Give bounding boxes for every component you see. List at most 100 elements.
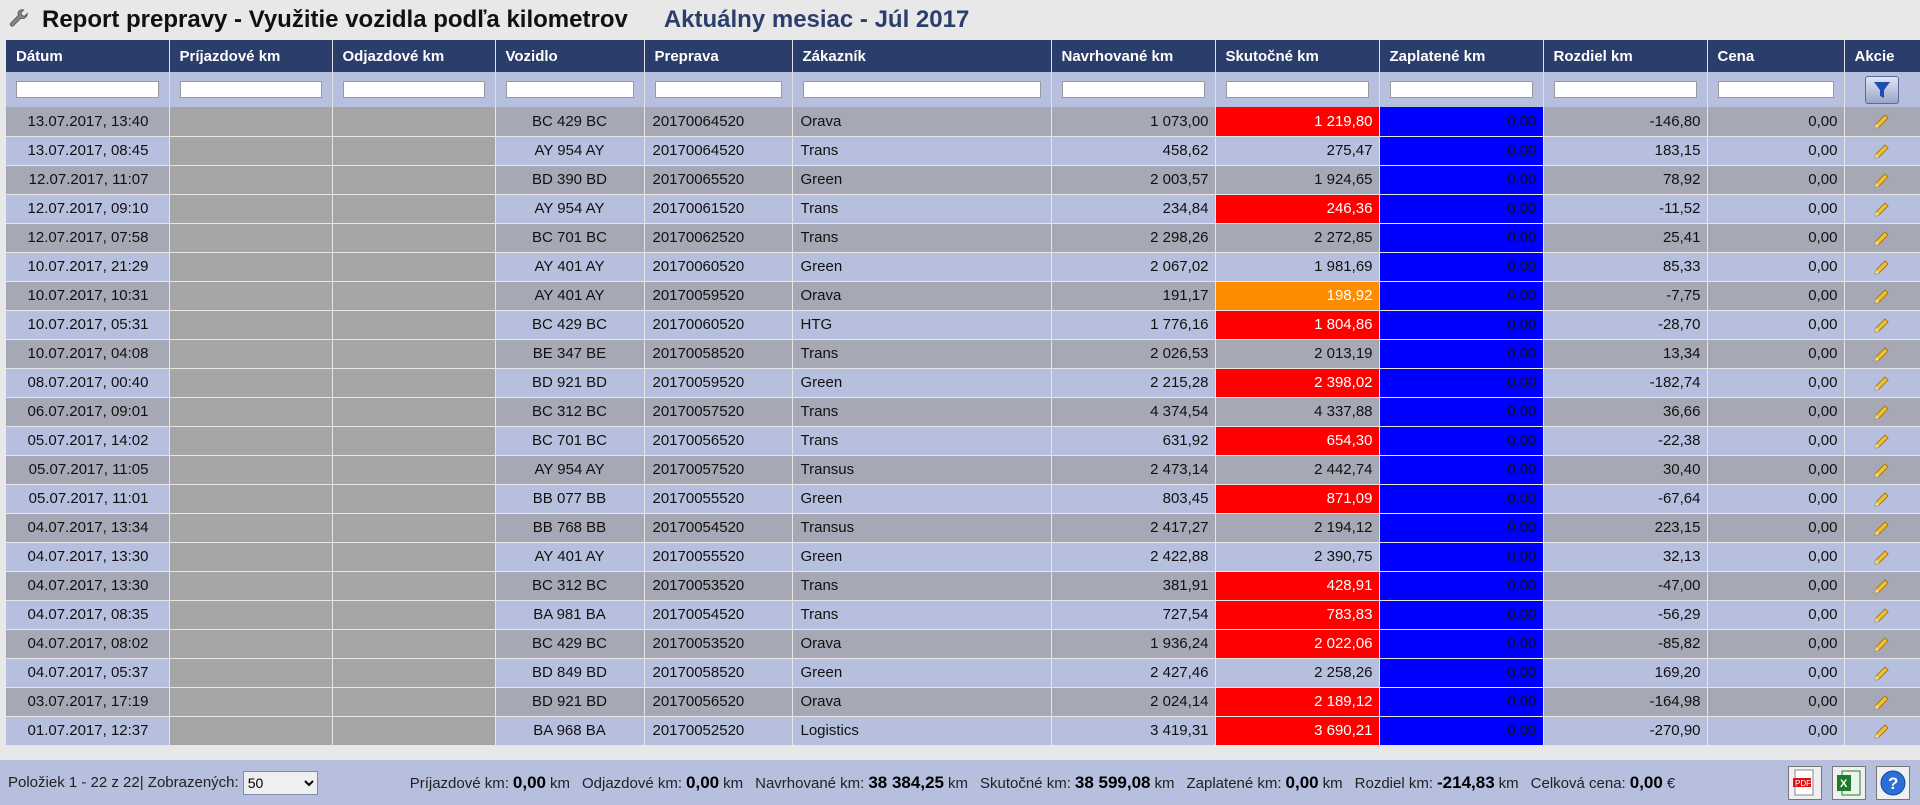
- table-row[interactable]: 10.07.2017, 04:08 BE 347 BE 20170058520 Tra…: [6, 339, 1920, 369]
- cell-vehicle: BC 429 BC: [495, 310, 645, 340]
- filter-input[interactable]: [179, 80, 322, 98]
- cell-arrival-km: [169, 426, 333, 456]
- excel-export-icon[interactable]: X: [1832, 766, 1866, 800]
- column-header[interactable]: Odjazdové km: [332, 40, 496, 72]
- filter-input[interactable]: [1553, 80, 1697, 98]
- cell-departure-km: [332, 629, 496, 659]
- table-row[interactable]: 04.07.2017, 13:34 BB 768 BB 20170054520 Tra…: [6, 513, 1920, 543]
- column-header[interactable]: Preprava: [644, 40, 793, 72]
- cell-actual-km: 2 013,19: [1215, 339, 1380, 369]
- table-row[interactable]: 12.07.2017, 11:07 BD 390 BD 20170065520 Gre…: [6, 165, 1920, 195]
- pencil-edit-icon[interactable]: [1872, 576, 1892, 596]
- help-icon[interactable]: ?: [1876, 766, 1910, 800]
- table-row[interactable]: 13.07.2017, 08:45 AY 954 AY 20170064520 Tra…: [6, 136, 1920, 166]
- cell-vehicle: BB 077 BB: [495, 484, 645, 514]
- table-row[interactable]: 10.07.2017, 10:31 AY 401 AY 20170059520 Ora…: [6, 281, 1920, 311]
- pencil-edit-icon[interactable]: [1872, 199, 1892, 219]
- table-row[interactable]: 06.07.2017, 09:01 BC 312 BC 20170057520 Tra…: [6, 397, 1920, 427]
- pencil-edit-icon[interactable]: [1872, 344, 1892, 364]
- table-row[interactable]: 12.07.2017, 09:10 AY 954 AY 20170061520 Tra…: [6, 194, 1920, 224]
- filter-input[interactable]: [802, 80, 1041, 98]
- pencil-edit-icon[interactable]: [1872, 431, 1892, 451]
- filter-input[interactable]: [1717, 80, 1834, 98]
- cell-proposed-km: 2 003,57: [1051, 165, 1216, 195]
- cell-arrival-km: [169, 484, 333, 514]
- cell-vehicle: AY 954 AY: [495, 194, 645, 224]
- pencil-edit-icon[interactable]: [1872, 402, 1892, 422]
- table-row[interactable]: 04.07.2017, 05:37 BD 849 BD 20170058520 Gre…: [6, 658, 1920, 688]
- column-header[interactable]: Dátum: [6, 40, 170, 72]
- filter-input[interactable]: [654, 80, 782, 98]
- table-row[interactable]: 05.07.2017, 11:05 AY 954 AY 20170057520 Tra…: [6, 455, 1920, 485]
- pencil-edit-icon[interactable]: [1872, 111, 1892, 131]
- table-row[interactable]: 05.07.2017, 11:01 BB 077 BB 20170055520 Gre…: [6, 484, 1920, 514]
- cell-actual-km: 1 219,80: [1215, 107, 1380, 137]
- pencil-edit-icon[interactable]: [1872, 257, 1892, 277]
- cell-transport: 20170055520: [644, 484, 793, 514]
- cell-transport: 20170057520: [644, 455, 793, 485]
- column-header[interactable]: Cena: [1707, 40, 1845, 72]
- filter-input[interactable]: [1225, 80, 1369, 98]
- pencil-edit-icon[interactable]: [1872, 634, 1892, 654]
- cell-customer: Green: [792, 165, 1052, 195]
- cell-actual-km: 654,30: [1215, 426, 1380, 456]
- column-header[interactable]: Navrhované km: [1051, 40, 1216, 72]
- cell-price: 0,00: [1707, 310, 1845, 340]
- cell-actual-km: 428,91: [1215, 571, 1380, 601]
- cell-date: 12.07.2017, 11:07: [6, 165, 170, 195]
- table-row[interactable]: 13.07.2017, 13:40 BC 429 BC 20170064520 Ora…: [6, 107, 1920, 137]
- table-row[interactable]: 10.07.2017, 21:29 AY 401 AY 20170060520 Gre…: [6, 252, 1920, 282]
- cell-date: 13.07.2017, 13:40: [6, 107, 170, 137]
- table-row[interactable]: 05.07.2017, 14:02 BC 701 BC 20170056520 Tra…: [6, 426, 1920, 456]
- table-row[interactable]: 04.07.2017, 13:30 AY 401 AY 20170055520 Gre…: [6, 542, 1920, 572]
- filter-input[interactable]: [1061, 80, 1205, 98]
- column-header[interactable]: Akcie: [1844, 40, 1920, 72]
- table-row[interactable]: 04.07.2017, 08:02 BC 429 BC 20170053520 Ora…: [6, 629, 1920, 659]
- pencil-edit-icon[interactable]: [1872, 518, 1892, 538]
- table-row[interactable]: 04.07.2017, 08:35 BA 981 BA 20170054520 Tra…: [6, 600, 1920, 630]
- column-header[interactable]: Skutočné km: [1215, 40, 1380, 72]
- cell-date: 04.07.2017, 08:02: [6, 629, 170, 659]
- pencil-edit-icon[interactable]: [1872, 721, 1892, 741]
- period-label: Aktuálny mesiac - Júl 2017: [663, 6, 970, 33]
- pencil-edit-icon[interactable]: [1872, 228, 1892, 248]
- filter-input[interactable]: [505, 80, 634, 98]
- pencil-edit-icon[interactable]: [1872, 315, 1892, 335]
- filter-input[interactable]: [1389, 80, 1533, 98]
- cell-diff-km: -182,74: [1543, 368, 1708, 398]
- pencil-edit-icon[interactable]: [1872, 141, 1892, 161]
- pencil-edit-icon[interactable]: [1872, 547, 1892, 567]
- pencil-edit-icon[interactable]: [1872, 460, 1892, 480]
- cell-diff-km: -164,98: [1543, 687, 1708, 717]
- cell-vehicle: BC 701 BC: [495, 426, 645, 456]
- cell-transport: 20170058520: [644, 339, 793, 369]
- pencil-edit-icon[interactable]: [1872, 170, 1892, 190]
- filter-input[interactable]: [342, 80, 485, 98]
- table-row[interactable]: 04.07.2017, 13:30 BC 312 BC 20170053520 Tra…: [6, 571, 1920, 601]
- pencil-edit-icon[interactable]: [1872, 605, 1892, 625]
- cell-actual-km: 2 258,26: [1215, 658, 1380, 688]
- cell-paid-km: 0,00: [1379, 600, 1544, 630]
- table-row[interactable]: 12.07.2017, 07:58 BC 701 BC 20170062520 Tra…: [6, 223, 1920, 253]
- column-header[interactable]: Vozidlo: [495, 40, 645, 72]
- table-row[interactable]: 01.07.2017, 12:37 BA 968 BA 20170052520 Log…: [6, 716, 1920, 746]
- table-row[interactable]: 03.07.2017, 17:19 BD 921 BD 20170056520 Ora…: [6, 687, 1920, 717]
- pencil-edit-icon[interactable]: [1872, 663, 1892, 683]
- pencil-edit-icon[interactable]: [1872, 489, 1892, 509]
- page-size-select[interactable]: 50: [242, 770, 318, 795]
- pencil-edit-icon[interactable]: [1872, 692, 1892, 712]
- cell-paid-km: 0,00: [1379, 629, 1544, 659]
- funnel-icon[interactable]: [1865, 75, 1899, 104]
- cell-vehicle: BD 390 BD: [495, 165, 645, 195]
- pdf-export-icon[interactable]: PDF: [1788, 766, 1822, 800]
- column-header[interactable]: Zákazník: [792, 40, 1052, 72]
- filter-input[interactable]: [16, 80, 159, 98]
- table-row[interactable]: 10.07.2017, 05:31 BC 429 BC 20170060520 HTG…: [6, 310, 1920, 340]
- title-bar: Report prepravy - Využitie vozidla podľa…: [0, 0, 1920, 40]
- column-header[interactable]: Rozdiel km: [1543, 40, 1708, 72]
- column-header[interactable]: Zaplatené km: [1379, 40, 1544, 72]
- pencil-edit-icon[interactable]: [1872, 286, 1892, 306]
- column-header[interactable]: Príjazdové km: [169, 40, 333, 72]
- table-row[interactable]: 08.07.2017, 00:40 BD 921 BD 20170059520 Gre…: [6, 368, 1920, 398]
- pencil-edit-icon[interactable]: [1872, 373, 1892, 393]
